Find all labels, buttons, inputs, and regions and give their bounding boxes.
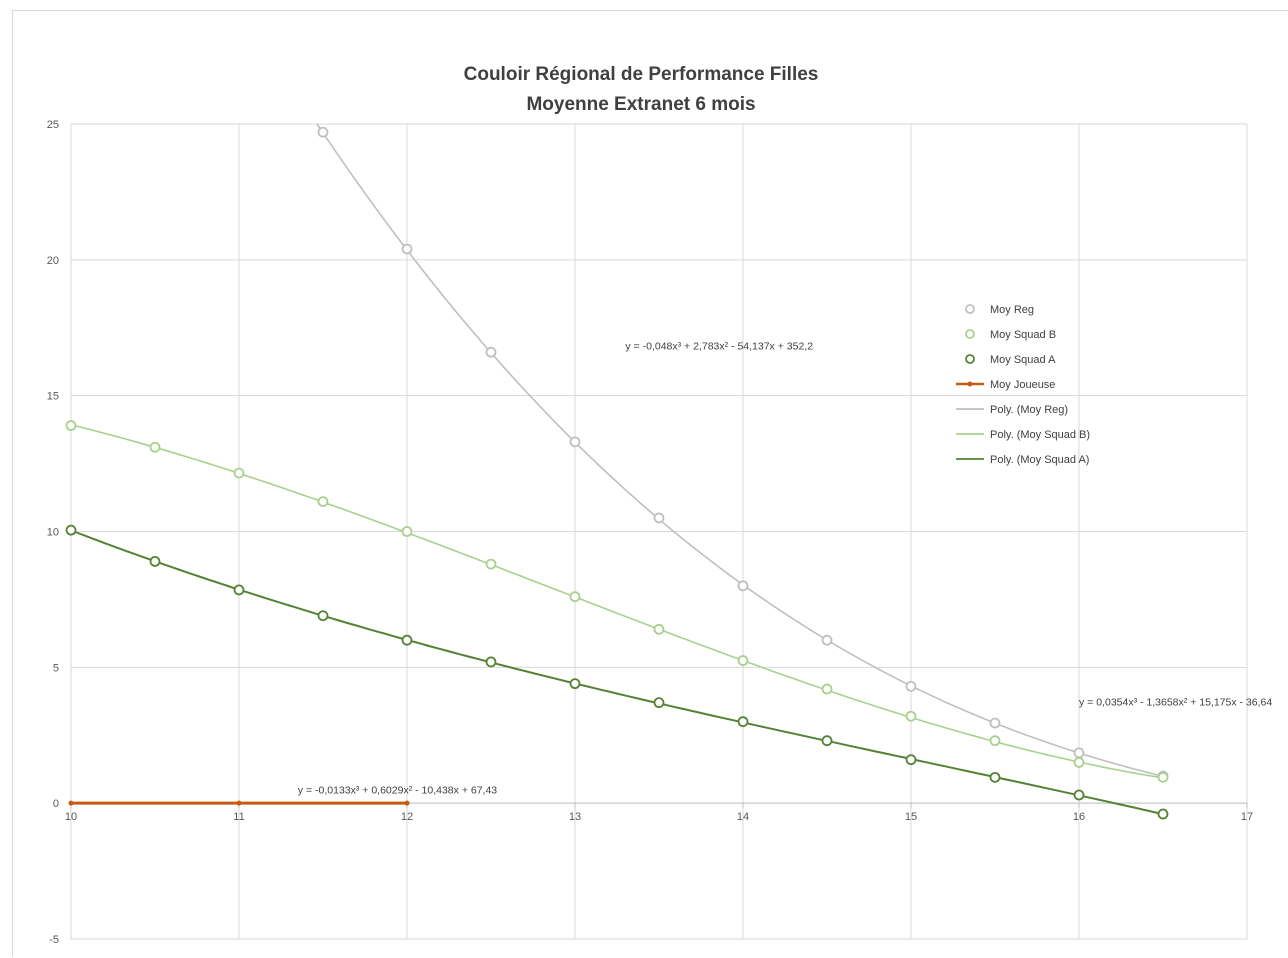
data-point-moy-squad-a xyxy=(653,697,665,709)
legend-item-moy-squad-b: Moy Squad B xyxy=(965,329,1056,341)
data-point-moy-reg xyxy=(1073,747,1085,759)
data-point-moy-squad-a xyxy=(1073,789,1085,801)
data-point-moy-squad-a xyxy=(149,555,161,567)
data-point-moy-squad-b xyxy=(317,496,329,508)
chart-title-line-1: Couloir Régional de Performance Filles xyxy=(464,64,819,85)
x-tick-label: 16 xyxy=(1073,811,1085,823)
legend-item-moy-joueuse: Moy Joueuse xyxy=(956,379,1055,391)
legend-item-moy-squad-a: Moy Squad A xyxy=(965,354,1056,366)
data-point-moy-reg xyxy=(821,634,833,646)
legend-item-poly-moy-squad-b: Poly. (Moy Squad B) xyxy=(956,429,1090,441)
legend-label: Poly. (Moy Reg) xyxy=(990,404,1068,416)
data-point-moy-squad-a xyxy=(485,656,497,668)
data-point-moy-joueuse xyxy=(68,800,74,806)
data-point-moy-reg xyxy=(401,243,413,255)
trendline-equation: y = -0,048x³ + 2,783x² - 54,137x + 352,2 xyxy=(625,340,813,352)
legend-label: Moy Joueuse xyxy=(990,379,1055,391)
trendlines xyxy=(70,123,1164,816)
data-point-moy-squad-b xyxy=(1157,771,1169,783)
data-point-moy-squad-b xyxy=(65,420,77,431)
gridlines xyxy=(70,123,1248,940)
data-point-moy-squad-a xyxy=(821,735,833,747)
data-point-moy-squad-b xyxy=(653,623,665,635)
data-point-moy-squad-b xyxy=(485,558,497,570)
legend-marker xyxy=(965,329,975,339)
y-tick-label: 0 xyxy=(53,798,59,810)
legend-marker xyxy=(965,304,975,314)
data-point-moy-reg xyxy=(905,680,917,692)
data-point-moy-squad-a xyxy=(989,771,1001,783)
x-tick-label: 12 xyxy=(401,811,413,823)
trendline-poly-moy-squad-b xyxy=(70,423,1164,779)
legend-item-poly-moy-reg: Poly. (Moy Reg) xyxy=(956,404,1068,416)
data-point-moy-squad-a xyxy=(905,754,917,766)
data-point-moy-squad-b xyxy=(233,467,245,479)
axes: 10 11 12 13 14 15 16 17 -5 0 5 10 15 20 25 xyxy=(47,119,1253,946)
trendline-poly-moy-squad-a xyxy=(70,529,1164,816)
legend-label: Poly. (Moy Squad B) xyxy=(990,429,1090,441)
legend-item-moy-reg: Moy Reg xyxy=(965,304,1034,316)
y-tick-label: 10 xyxy=(47,527,59,539)
data-point-moy-squad-b xyxy=(905,710,917,722)
y-tick-label: 15 xyxy=(47,391,59,403)
legend-marker xyxy=(965,354,975,364)
legend-label: Moy Squad A xyxy=(990,354,1056,366)
y-tick-label: -5 xyxy=(49,934,59,946)
data-point-moy-reg xyxy=(653,512,665,524)
data-point-moy-squad-a xyxy=(1157,808,1169,820)
data-point-moy-squad-a xyxy=(401,634,413,646)
data-point-moy-joueuse xyxy=(236,800,242,806)
series xyxy=(65,126,1169,820)
data-point-moy-squad-b xyxy=(149,441,161,453)
x-tick-label: 11 xyxy=(233,811,244,823)
x-tick-label: 10 xyxy=(65,811,77,823)
data-point-moy-squad-b xyxy=(989,735,1001,747)
data-point-moy-squad-a xyxy=(317,610,329,622)
chart-title-line-2: Moyenne Extranet 6 mois xyxy=(526,94,755,115)
trendline-equation: y = -0,0133x³ + 0,6029x² - 10,438x + 67,… xyxy=(298,785,498,797)
legend-marker xyxy=(967,381,973,387)
data-point-moy-reg xyxy=(737,580,749,592)
data-point-moy-reg xyxy=(317,126,329,138)
y-tick-label: 5 xyxy=(53,662,59,674)
chart-title: Couloir Régional de Performance Filles Mo… xyxy=(464,64,819,115)
data-point-moy-squad-a xyxy=(233,584,245,596)
data-point-moy-squad-b xyxy=(401,526,413,537)
x-tick-label: 17 xyxy=(1241,811,1253,823)
trendline-equation: y = 0,0354x³ - 1,3658x² + 15,175x - 36,6… xyxy=(1079,696,1272,708)
x-tick-label: 15 xyxy=(905,811,917,823)
equation-annotations: y = -0,048x³ + 2,783x² - 54,137x + 352,2… xyxy=(298,340,1273,796)
data-point-moy-reg xyxy=(989,717,1001,729)
data-point-moy-squad-a xyxy=(737,716,749,728)
legend-item-poly-moy-squad-a: Poly. (Moy Squad A) xyxy=(956,454,1089,466)
x-tick-label: 14 xyxy=(737,811,749,823)
data-point-moy-squad-b xyxy=(1073,757,1085,768)
y-tick-label: 25 xyxy=(47,119,59,131)
legend-label: Moy Squad B xyxy=(990,329,1056,341)
data-point-moy-squad-a xyxy=(569,678,581,690)
data-point-moy-joueuse xyxy=(404,800,410,806)
data-point-moy-squad-b xyxy=(737,655,749,666)
chart-frame: Couloir Régional de Performance Filles Mo… xyxy=(12,10,1288,957)
trendline-poly-moy-reg xyxy=(316,123,1164,778)
data-point-moy-squad-a xyxy=(65,524,77,536)
chart: Couloir Régional de Performance Filles Mo… xyxy=(47,64,1273,946)
legend: Moy Reg Moy Squad B Moy Squad A Moy Joueuse… xyxy=(956,304,1090,466)
x-tick-label: 13 xyxy=(569,811,581,823)
data-point-moy-reg xyxy=(569,436,581,448)
y-tick-label: 20 xyxy=(47,255,59,267)
legend-label: Moy Reg xyxy=(990,304,1034,316)
legend-label: Poly. (Moy Squad A) xyxy=(990,454,1089,466)
data-point-moy-squad-b xyxy=(821,683,833,695)
data-point-moy-squad-b xyxy=(569,591,581,603)
data-point-moy-reg xyxy=(485,346,497,358)
